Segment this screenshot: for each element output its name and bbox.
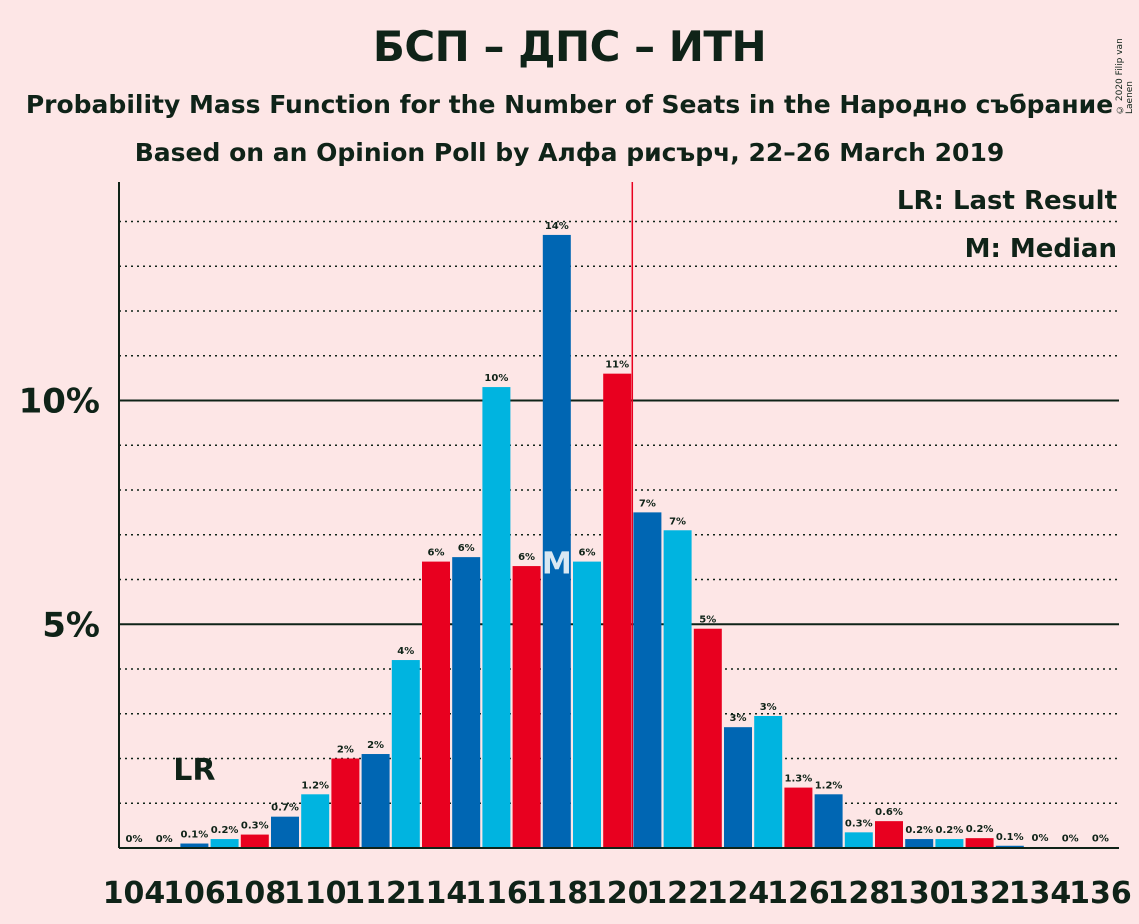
- bar-seat-128: [844, 832, 873, 848]
- x-tick-label: 122: [646, 876, 709, 911]
- chart-title: БСП – ДПС – ИТН: [372, 22, 767, 71]
- bar-seat-127: [814, 794, 843, 848]
- legend-last-result: LR: Last Result: [896, 186, 1117, 216]
- x-tick-label: 132: [948, 876, 1011, 911]
- bar-value-label: 7%: [669, 516, 686, 527]
- bar-seat-106: [180, 843, 209, 848]
- axes: 5%10%10410610811011211411611812012212412…: [19, 182, 1132, 911]
- bar-seat-130: [905, 839, 934, 848]
- bar-value-label: 0%: [126, 834, 143, 845]
- bar-value-label: 0%: [156, 834, 173, 845]
- x-tick-label: 120: [586, 876, 649, 911]
- bar-seat-121: [633, 512, 662, 848]
- x-tick-label: 108: [223, 876, 286, 911]
- bar-seat-114: [422, 561, 450, 848]
- bar-value-label: 10%: [484, 373, 508, 384]
- bar-seat-107: [210, 839, 239, 848]
- bar-value-label: 6%: [579, 548, 596, 559]
- bar-seat-133: [995, 845, 1024, 848]
- x-tick-label: 136: [1069, 876, 1132, 911]
- bar-value-label: 0.2%: [966, 824, 994, 835]
- bar-value-label: 0%: [1092, 834, 1109, 845]
- bar-value-label: 6%: [458, 543, 475, 554]
- x-tick-label: 112: [344, 876, 407, 911]
- x-tick-label: 116: [465, 876, 528, 911]
- bar-value-label: 0.3%: [845, 818, 873, 829]
- x-tick-label: 124: [707, 876, 770, 911]
- bar-seat-124: [724, 727, 752, 848]
- chart-subtitle: Probability Mass Function for the Number…: [25, 90, 1114, 119]
- bar-value-label: 7%: [639, 498, 656, 509]
- bar-value-label: 5%: [699, 615, 716, 626]
- legend-median: M: Median: [964, 234, 1117, 264]
- bar-value-label: 3%: [760, 702, 777, 713]
- bar-value-label: 4%: [397, 646, 414, 657]
- x-tick-label: 110: [284, 876, 347, 911]
- bar-seat-132: [965, 838, 994, 848]
- y-tick-label: 10%: [19, 382, 100, 422]
- bar-seat-131: [935, 839, 964, 848]
- x-tick-label: 134: [1009, 876, 1072, 911]
- bar-seat-111: [331, 758, 360, 848]
- median-marker: M: [542, 547, 572, 582]
- bar-seat-108: [240, 834, 269, 848]
- bar-value-label: 1.2%: [815, 780, 843, 791]
- bar-seat-110: [301, 794, 330, 848]
- bar-seat-125: [754, 715, 783, 848]
- bar-seat-115: [452, 557, 481, 848]
- bar-value-label: 11%: [605, 360, 629, 371]
- bar-value-label: 0.2%: [936, 825, 964, 836]
- bar-value-label: 2%: [367, 740, 384, 751]
- bar-value-label: 3%: [730, 713, 747, 724]
- x-tick-label: 128: [827, 876, 890, 911]
- x-tick-label: 104: [103, 876, 166, 911]
- bars: [180, 234, 1115, 849]
- chart-source-subtitle: Based on an Opinion Poll by Алфа рисърч,…: [134, 138, 1005, 167]
- bar-value-label: 0.2%: [905, 825, 933, 836]
- y-tick-label: 5%: [42, 605, 100, 645]
- bar-seat-117: [512, 566, 541, 848]
- last-result-marker: LR: [173, 753, 215, 788]
- bar-value-label: 0%: [1062, 834, 1079, 845]
- bar-value-label: 0.3%: [241, 821, 269, 832]
- bar-value-label: 0.7%: [271, 803, 299, 814]
- x-tick-label: 126: [767, 876, 830, 911]
- bar-seat-120: [603, 373, 632, 848]
- bar-seat-113: [391, 660, 420, 848]
- x-tick-label: 114: [405, 876, 468, 911]
- bar-value-label: 2%: [337, 745, 354, 756]
- bar-value-label: 0%: [1032, 833, 1049, 844]
- bar-value-labels: 0% 0% 0.1% 0.2% 0.3%0.7%1.2%2% 2%4%6% 6%10%6%1…: [126, 221, 1109, 845]
- x-tick-label: 130: [888, 876, 951, 911]
- x-tick-label: 106: [163, 876, 226, 911]
- x-tick-label: 118: [525, 876, 588, 911]
- bar-value-label: 0.1%: [996, 832, 1024, 843]
- bar-seat-118: [542, 234, 571, 849]
- bar-value-label: 0.1%: [181, 830, 209, 841]
- bar-seat-109: [271, 816, 299, 848]
- bar-value-label: 14%: [545, 221, 569, 232]
- bar-value-label: 6%: [518, 552, 535, 563]
- bar-value-label: 1.2%: [301, 780, 329, 791]
- bar-seat-112: [361, 754, 390, 848]
- bar-seat-126: [784, 787, 813, 848]
- bar-seat-119: [573, 561, 601, 848]
- bar-value-label: 6%: [428, 548, 445, 559]
- bar-seat-129: [875, 821, 903, 848]
- bar-seat-116: [482, 387, 511, 848]
- bar-value-label: 0.6%: [875, 807, 903, 818]
- bar-value-label: 1.3%: [785, 774, 813, 785]
- bar-seat-122: [663, 530, 692, 848]
- bar-seat-123: [693, 628, 722, 848]
- bar-value-label: 0.2%: [211, 825, 239, 836]
